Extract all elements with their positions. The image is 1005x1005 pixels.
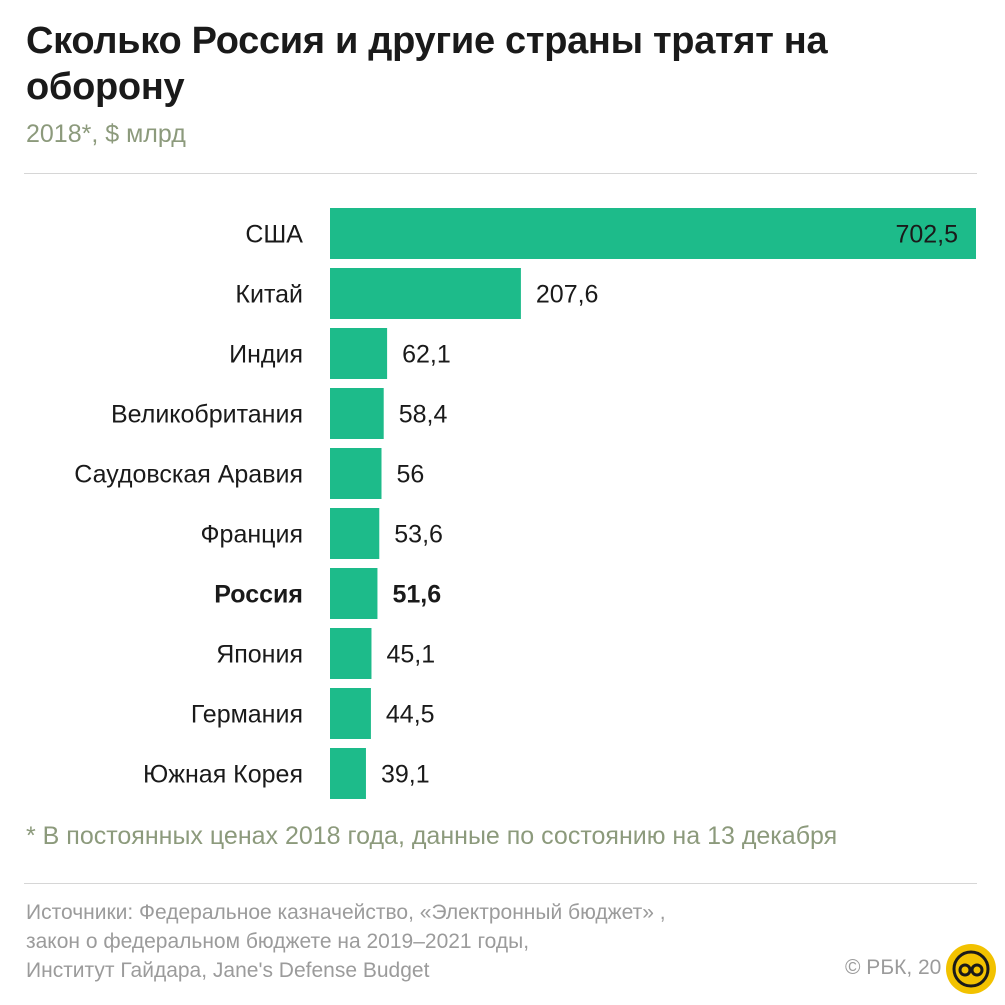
value-label: 58,4 (399, 401, 448, 429)
bar (330, 748, 366, 799)
value-label: 44,5 (386, 701, 435, 729)
category-label: Россия (214, 581, 303, 609)
category-label: Саудовская Аравия (74, 461, 303, 489)
chart-subtitle: 2018*, $ млрд (26, 120, 186, 148)
value-label: 39,1 (381, 761, 430, 789)
category-label: Великобритания (111, 401, 303, 429)
chart-title: Сколько Россия и другие страны тратят на… (26, 20, 828, 108)
value-label: 51,6 (392, 581, 441, 609)
sources-line-3: Институт Гайдара, Jane's Defense Budget (26, 959, 430, 982)
category-label: Франция (201, 521, 303, 549)
category-label: Южная Корея (143, 761, 303, 789)
bar-chart: США 702,5 Китай 207,6 Индия 62,1 Великобритани… (74, 208, 976, 799)
sources-block: Источники: Федеральное казначейство, «Эл… (26, 898, 826, 985)
bar (330, 628, 372, 679)
value-label: 702,5 (895, 221, 958, 249)
category-label: Индия (229, 341, 303, 369)
value-label: 62,1 (402, 341, 451, 369)
badge-icon (946, 944, 996, 994)
copyright: © РБК, 20 (845, 956, 942, 979)
category-label: США (245, 221, 303, 249)
value-label: 207,6 (536, 281, 599, 309)
sources-line-1: Источники: Федеральное казначейство, «Эл… (26, 901, 666, 924)
value-label: 56 (396, 461, 424, 489)
bar (330, 328, 388, 379)
category-label: Япония (216, 641, 303, 669)
sources-line-2: закон о федеральном бюджете на 2019–2021… (26, 930, 530, 953)
category-label: Китай (235, 281, 303, 309)
bar (330, 268, 521, 319)
category-label: Германия (191, 701, 303, 729)
bottom-divider (24, 883, 977, 884)
value-label: 53,6 (394, 521, 443, 549)
bar (330, 688, 371, 739)
bar (330, 508, 380, 559)
bar (330, 388, 384, 439)
value-label: 45,1 (386, 641, 435, 669)
footnote: * В постоянных ценах 2018 года, данные п… (26, 822, 838, 850)
bar (330, 208, 976, 259)
bar (330, 568, 378, 619)
bar (330, 448, 382, 499)
top-divider (24, 173, 977, 174)
